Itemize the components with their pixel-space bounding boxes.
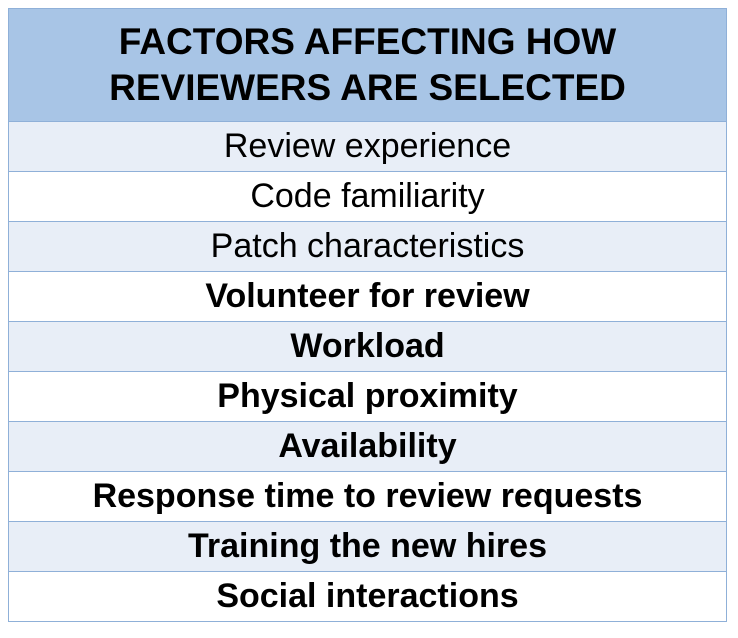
table-cell: Availability [8, 421, 727, 472]
table-row: Code familiarity [8, 171, 727, 222]
table-row: Physical proximity [8, 371, 727, 422]
table-cell: Social interactions [8, 571, 727, 622]
header-line-2: REVIEWERS ARE SELECTED [109, 67, 626, 108]
table-cell: Training the new hires [8, 521, 727, 572]
table-cell: Physical proximity [8, 371, 727, 422]
table-row: Volunteer for review [8, 271, 727, 322]
table-row: Workload [8, 321, 727, 372]
table-row: Response time to review requests [8, 471, 727, 522]
table-header-row: FACTORS AFFECTING HOW REVIEWERS ARE SELE… [8, 8, 727, 122]
table-cell: Code familiarity [8, 171, 727, 222]
factors-table: FACTORS AFFECTING HOW REVIEWERS ARE SELE… [8, 8, 727, 622]
table-header: FACTORS AFFECTING HOW REVIEWERS ARE SELE… [8, 8, 727, 122]
table-row: Review experience [8, 121, 727, 172]
table-row: Availability [8, 421, 727, 472]
table-cell: Patch characteristics [8, 221, 727, 272]
table-row: Social interactions [8, 571, 727, 622]
table-cell: Volunteer for review [8, 271, 727, 322]
table-row: Training the new hires [8, 521, 727, 572]
table-row: Patch characteristics [8, 221, 727, 272]
header-line-1: FACTORS AFFECTING HOW [118, 21, 617, 62]
table-cell: Response time to review requests [8, 471, 727, 522]
table-cell: Review experience [8, 121, 727, 172]
table-cell: Workload [8, 321, 727, 372]
